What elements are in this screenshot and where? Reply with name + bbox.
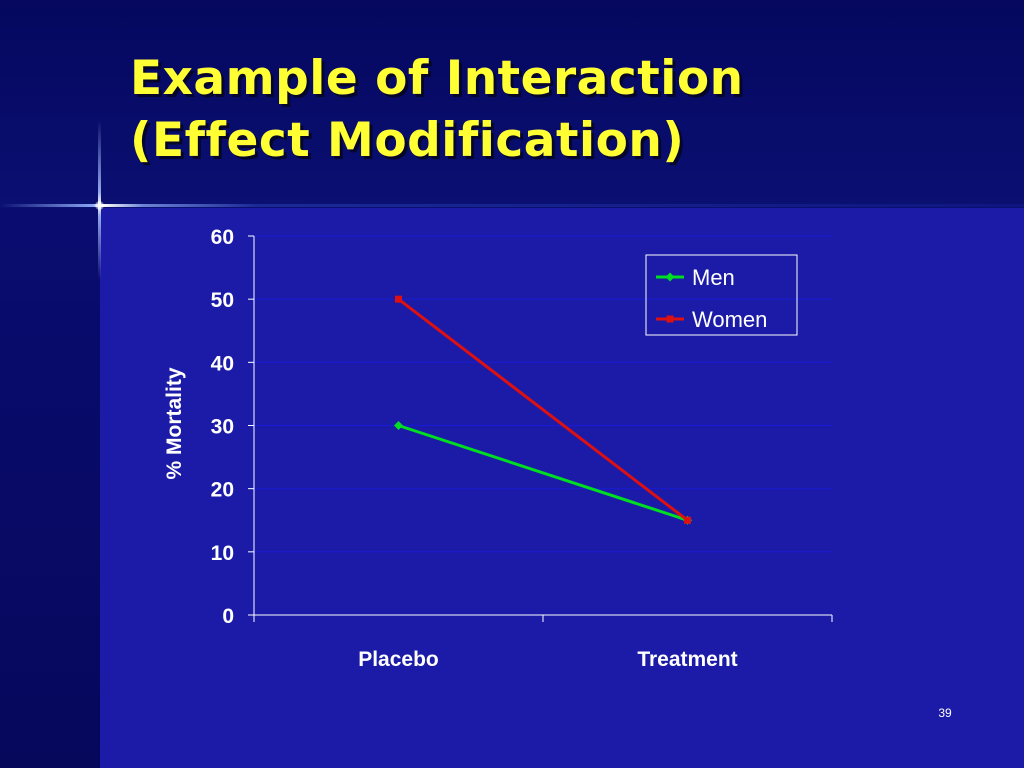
legend-label: Women xyxy=(692,307,767,332)
x-tick-label: Treatment xyxy=(637,648,737,671)
flare-star-icon xyxy=(95,201,104,210)
axis-labels: 0 10 20 30 40 50 60 Placebo Treatment % Mortality xyxy=(163,226,738,671)
y-axis-label: % Mortality xyxy=(163,367,186,479)
y-tick-label: 0 xyxy=(222,605,234,628)
y-tick-label: 30 xyxy=(211,416,234,439)
legend: Men Women xyxy=(645,254,798,336)
series-men xyxy=(394,421,692,525)
slide-title-line-2: (Effect Modification) xyxy=(130,113,685,168)
y-tick-label: 40 xyxy=(211,352,234,375)
y-tick-label: 50 xyxy=(211,289,234,312)
left-band xyxy=(0,208,100,768)
legend-swatch-marker xyxy=(666,315,674,323)
legend-item-women: Women xyxy=(656,307,767,332)
legend-label: Men xyxy=(692,265,735,290)
title-band xyxy=(0,0,1024,208)
slide-title: Example of Interaction (Effect Modificat… xyxy=(130,48,990,172)
x-tick-label: Placebo xyxy=(358,648,439,671)
slide-title-line-1: Example of Interaction xyxy=(130,51,744,106)
gridlines xyxy=(254,235,832,553)
data-point-men xyxy=(394,421,403,430)
page-number: 39 xyxy=(938,706,952,720)
series-lines xyxy=(394,295,692,525)
vertical-light-flare xyxy=(98,120,101,280)
y-tick-label: 60 xyxy=(211,226,234,249)
data-point-women xyxy=(395,295,402,303)
legend-item-men: Men xyxy=(656,265,735,290)
axes xyxy=(248,235,833,622)
series-line-women xyxy=(397,297,689,522)
series-line-men xyxy=(398,424,688,522)
data-point-women xyxy=(684,516,691,524)
legend-swatch-marker xyxy=(665,272,675,282)
series-women xyxy=(395,295,691,524)
horizontal-light-flare xyxy=(0,204,1024,207)
y-tick-label: 20 xyxy=(211,479,234,502)
legend-box xyxy=(645,254,798,336)
y-tick-label: 10 xyxy=(211,542,234,565)
